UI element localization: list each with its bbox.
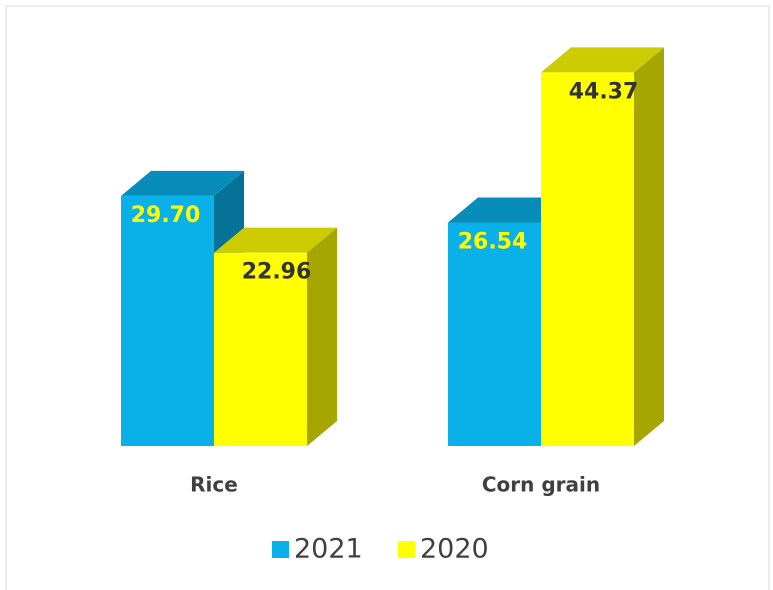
legend-label: 2021 xyxy=(294,534,363,565)
bar-top xyxy=(541,47,664,73)
bar-top xyxy=(448,197,571,223)
legend-swatch xyxy=(398,541,415,558)
bar-top xyxy=(214,227,337,253)
bar-side xyxy=(307,227,337,446)
bar-top xyxy=(121,170,244,196)
bar xyxy=(448,222,541,446)
legend-swatch xyxy=(272,541,289,558)
x-tick-label: Rice xyxy=(190,473,238,497)
bar xyxy=(541,72,634,446)
bar xyxy=(121,195,214,446)
value-label: 22.96 xyxy=(242,260,312,285)
value-label: 44.37 xyxy=(569,79,639,104)
x-tick-label: Corn grain xyxy=(482,473,600,497)
legend-label: 2020 xyxy=(420,534,489,565)
bar xyxy=(214,252,307,446)
value-label: 29.70 xyxy=(131,203,201,228)
bar-side xyxy=(634,47,664,446)
value-label: 26.54 xyxy=(458,230,528,255)
